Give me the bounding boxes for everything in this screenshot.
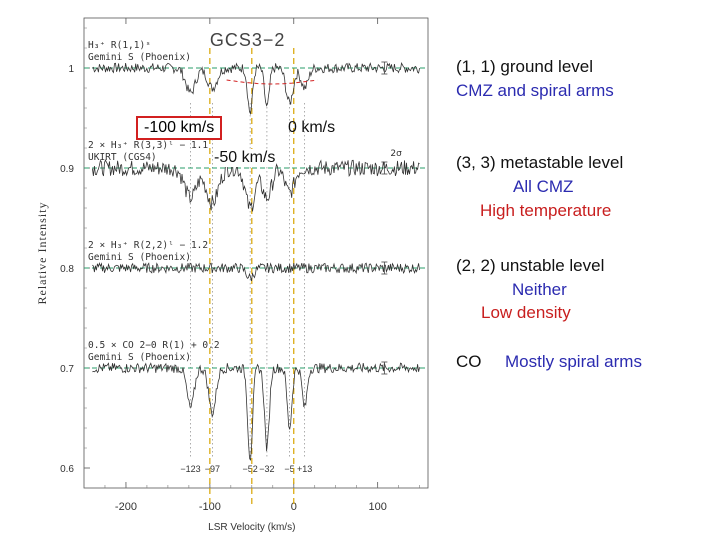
y-tick-label: 1	[68, 64, 74, 75]
note-co: CO	[456, 352, 482, 371]
velocity-marker-label: +13	[297, 464, 312, 474]
note-metastable-level: (3, 3) metastable level	[456, 153, 624, 172]
y-tick-label: 0.8	[60, 264, 74, 275]
x-axis-label: LSR Velocity (km/s)	[208, 522, 295, 533]
y-tick-label: 0.6	[60, 464, 74, 475]
note-neither: Neither	[512, 280, 567, 299]
axes: -200 -100 0 100 1 0.9 0.8 0.7 0.6 LSR Velocity (k…	[35, 17, 429, 533]
note-all-cmz: All CMZ	[513, 177, 574, 196]
zero-kms-label: 0 km/s	[288, 119, 336, 136]
y-tick-label: 0.9	[60, 164, 74, 175]
x-tick-label: 0	[291, 501, 297, 513]
velocity-marker-label: −123	[180, 464, 200, 474]
spectra	[84, 62, 428, 461]
panel-instrument: Gemini S (Phoenix)	[88, 52, 191, 63]
velocity-marker-label: −52	[242, 464, 257, 474]
panel-instrument: UKIRT (CGS4)	[88, 152, 157, 163]
spectrum-trace	[92, 262, 420, 281]
velocity-marker-label: −32	[259, 464, 274, 474]
note-unstable-level: (2, 2) unstable level	[456, 256, 605, 275]
minus50-kms-label: -50 km/s	[214, 149, 276, 167]
x-tick-label: 100	[368, 501, 386, 513]
note-ground-level: (1, 1) ground level	[456, 57, 594, 76]
velocity-marker-label: −97	[205, 464, 220, 474]
panel-instrument: Gemini S (Phoenix)	[88, 252, 191, 263]
panel-instrument: Gemini S (Phoenix)	[88, 352, 191, 363]
spectrum-trace	[92, 362, 420, 461]
panel-label: 2 × H₃⁺ R(2,2)ˡ − 1.2	[88, 240, 208, 251]
minus100-kms-box: -100 km/s	[136, 116, 223, 140]
note-cmz-spiral: CMZ and spiral arms	[456, 81, 614, 100]
red-envelope-line	[226, 79, 318, 85]
velocity-marker-label: −5	[284, 464, 294, 474]
y-axis-label: Relative Intensity	[35, 202, 49, 305]
panel-label: 2 × H₃⁺ R(3,3)ˡ − 1.1	[88, 140, 208, 151]
panel-label: H₃⁺ R(1,1)ˢ	[88, 40, 151, 51]
plot-frame	[83, 17, 429, 489]
spectrum-trace	[92, 159, 420, 212]
note-high-temperature: High temperature	[480, 201, 612, 220]
note-mostly-spiral: Mostly spiral arms	[505, 352, 642, 371]
x-tick-label: -200	[115, 501, 137, 513]
note-low-density: Low density	[481, 303, 571, 322]
chart-title: GCS3−2	[210, 30, 286, 50]
y-tick-label: 0.7	[60, 364, 74, 375]
sigma-label: 2σ	[390, 149, 402, 159]
spectrum-trace	[92, 62, 420, 116]
panel-label: 0.5 × CO 2−0 R(1) + 0.2	[88, 340, 220, 351]
x-tick-label: -100	[199, 501, 221, 513]
